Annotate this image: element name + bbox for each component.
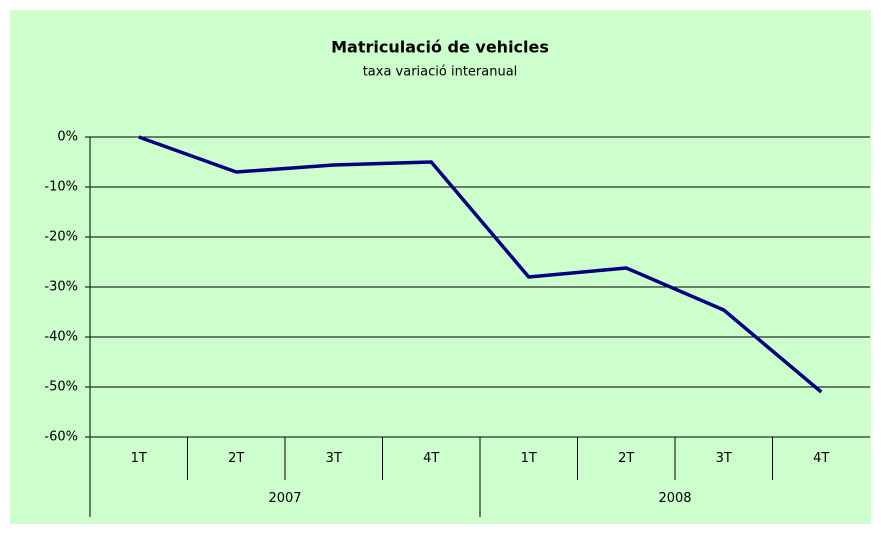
y-tick-label: -10% bbox=[44, 180, 78, 195]
x-tick-label: 3T bbox=[716, 451, 732, 466]
y-tick-label: -60% bbox=[44, 430, 78, 445]
y-tick-label: -30% bbox=[44, 280, 78, 295]
x-tick-label: 1T bbox=[131, 451, 147, 466]
x-tick-label: 4T bbox=[813, 451, 829, 466]
x-group-label: 2008 bbox=[658, 491, 691, 506]
chart-background bbox=[10, 10, 871, 524]
x-tick-label: 4T bbox=[423, 451, 439, 466]
chart-subtitle: taxa variació interanual bbox=[363, 65, 518, 80]
y-tick-label: -40% bbox=[44, 330, 78, 345]
x-group-label: 2007 bbox=[268, 491, 301, 506]
y-tick-label: -20% bbox=[44, 230, 78, 245]
x-tick-label: 3T bbox=[326, 451, 342, 466]
data-line bbox=[138, 135, 823, 394]
x-tick-label: 2T bbox=[618, 451, 634, 466]
chart-title: Matriculació de vehicles bbox=[331, 38, 549, 57]
y-tick-label: 0% bbox=[57, 130, 78, 145]
x-tick-label: 2T bbox=[228, 451, 244, 466]
x-tick-label: 1T bbox=[521, 451, 537, 466]
y-tick-label: -50% bbox=[44, 380, 78, 395]
